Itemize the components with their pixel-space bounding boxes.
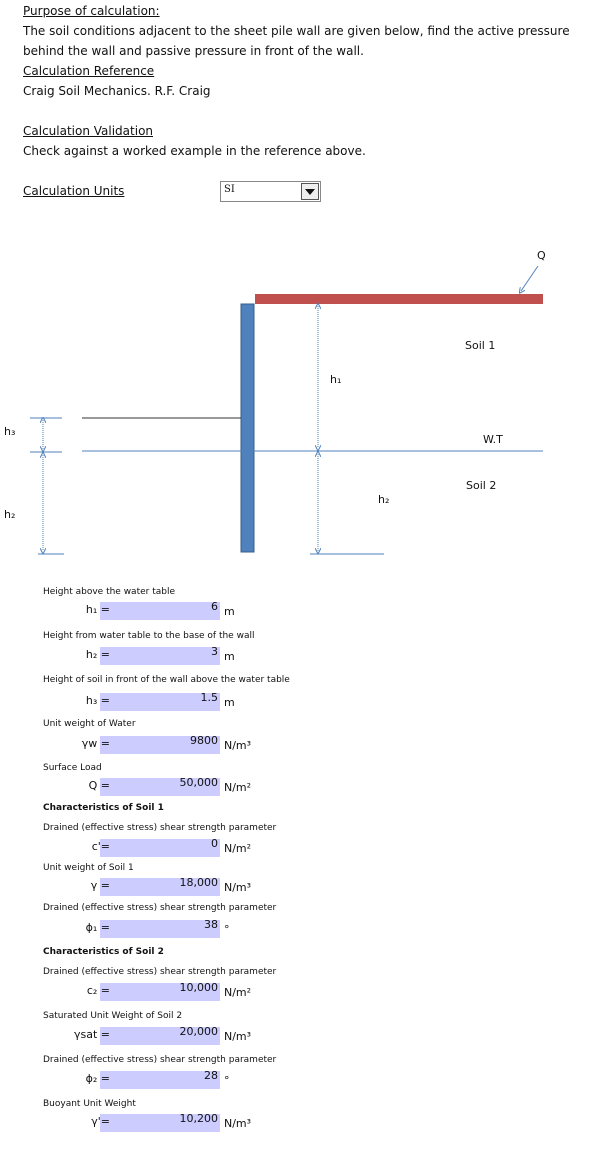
input-unit: N/m³: [224, 1117, 252, 1130]
dropdown-arrow: [305, 189, 315, 195]
input-description: Drained (effective stress) shear strengt…: [43, 823, 277, 833]
reference-label: Calculation Reference: [23, 64, 155, 78]
diagram: Q Soil 1 h₁ h₃ W.T Soil 2 h₂ h₂: [4, 249, 546, 555]
input-description: Unit weight of Soil 1: [43, 863, 134, 873]
input-description: Surface Load: [43, 763, 102, 773]
dimension-label: h₃: [4, 425, 15, 438]
input-description: Unit weight of Water: [43, 719, 136, 729]
input-unit: N/m²: [224, 842, 252, 855]
input-value: 6: [211, 600, 218, 613]
input-cell: [100, 839, 220, 857]
input-value: 18,000: [179, 876, 219, 889]
load-label: Q: [537, 249, 546, 262]
dropdown-button[interactable]: [301, 183, 319, 200]
input-cell: [100, 1027, 220, 1045]
input-value: 1.5: [200, 691, 219, 704]
input-cell: [100, 878, 220, 896]
input-unit: °: [224, 923, 230, 936]
input-cell: [100, 778, 220, 796]
input-cell: [100, 1114, 220, 1132]
soil-label: Soil 2: [466, 479, 496, 492]
validation-label: Calculation Validation: [23, 124, 154, 138]
input-cell: [100, 1071, 220, 1089]
input-unit: N/m²: [224, 781, 252, 794]
input-unit: m: [224, 696, 235, 709]
units-value: SI: [224, 184, 235, 195]
input-unit: °: [224, 1074, 230, 1087]
input-unit: N/m³: [224, 881, 252, 894]
input-description: Drained (effective stress) shear strengt…: [43, 1055, 277, 1065]
input-value: 10,000: [179, 981, 219, 994]
input-cell: [100, 647, 220, 665]
input-value: 0: [211, 837, 218, 850]
input-value: 50,000: [179, 776, 219, 789]
input-symbol: γ =: [90, 879, 110, 892]
input-value: 38: [204, 918, 218, 931]
input-description: Height of soil in front of the wall abov…: [43, 675, 290, 685]
units-dropdown[interactable]: SI: [220, 181, 321, 202]
input-cell: [100, 693, 220, 711]
input-symbol: h₃ =: [85, 694, 110, 707]
water-table-label: W.T: [483, 433, 503, 446]
units-label: Calculation Units: [23, 184, 125, 198]
input-unit: N/m²: [224, 986, 252, 999]
input-value: 20,000: [179, 1025, 219, 1038]
reference: Craig Soil Mechanics. R.F. Craig: [23, 84, 211, 98]
dimension-label: h₂: [378, 493, 389, 506]
load-arrow: [521, 265, 539, 291]
input-symbol: h₂ =: [85, 648, 110, 661]
input-description: Drained (effective stress) shear strengt…: [43, 903, 277, 913]
validation: Check against a worked example in the re…: [23, 144, 366, 158]
input-symbol: γ'=: [91, 1115, 110, 1128]
input-description: Height from water table to the base of t…: [43, 631, 255, 641]
soil-label: Soil 1: [465, 339, 495, 352]
input-symbol: ϕ₂ =: [85, 1072, 110, 1085]
input-cell: [100, 920, 220, 938]
dimension-label: h₁: [330, 373, 341, 386]
section-heading: Characteristics of Soil 2: [43, 947, 164, 957]
input-unit: m: [224, 605, 235, 618]
input-description: Height above the water table: [43, 587, 175, 597]
input-symbol: ϕ₁ =: [85, 921, 110, 934]
input-cell: [100, 602, 220, 620]
input-value: 9800: [190, 734, 218, 747]
input-description: Buoyant Unit Weight: [43, 1099, 136, 1109]
input-value: 3: [211, 645, 218, 658]
surface-load-bar: [255, 294, 543, 304]
input-unit: N/m³: [224, 1030, 252, 1043]
dimension-label: h₂: [4, 508, 15, 521]
section-heading: Characteristics of Soil 1: [43, 803, 164, 813]
input-description: Drained (effective stress) shear strengt…: [43, 967, 277, 977]
input-symbol: h₁ =: [85, 603, 110, 616]
input-symbol: c₂ =: [86, 984, 110, 997]
input-cell: [100, 736, 220, 754]
input-value: 28: [204, 1069, 218, 1082]
purpose-text: The soil conditions adjacent to the shee…: [23, 24, 570, 38]
input-description: Saturated Unit Weight of Soil 2: [43, 1011, 183, 1021]
input-value: 10,200: [179, 1112, 219, 1125]
input-unit: m: [224, 650, 235, 663]
sheet-pile-wall: [240, 303, 255, 553]
input-symbol: c'=: [91, 840, 110, 853]
purpose-label: Purpose of calculation:: [23, 4, 160, 18]
input-unit: N/m³: [224, 739, 252, 752]
input-symbol: Q =: [88, 779, 110, 792]
input-symbol: γsat =: [73, 1028, 110, 1041]
input-symbol: γw =: [81, 737, 110, 750]
purpose-text: behind the wall and passive pressure in …: [23, 44, 364, 58]
input-cell: [100, 983, 220, 1001]
